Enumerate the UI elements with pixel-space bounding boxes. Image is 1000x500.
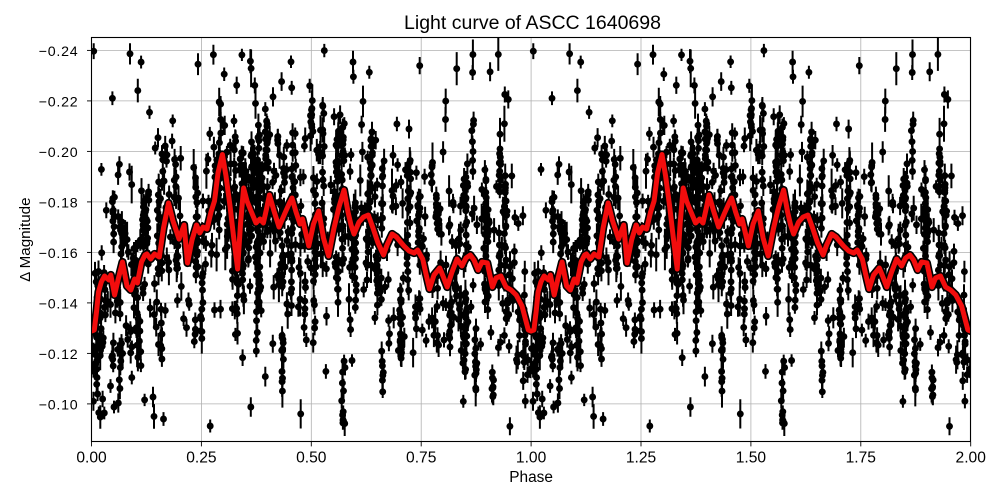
- svg-text:0.50: 0.50: [296, 450, 327, 467]
- svg-text:1.25: 1.25: [626, 450, 657, 467]
- svg-text:−0.24: −0.24: [39, 44, 79, 60]
- svg-text:−0.16: −0.16: [39, 246, 79, 262]
- svg-text:Δ Magnitude: Δ Magnitude: [17, 197, 34, 281]
- svg-text:−0.14: −0.14: [39, 297, 79, 313]
- svg-text:1.00: 1.00: [516, 450, 547, 467]
- svg-text:−0.20: −0.20: [39, 145, 79, 161]
- svg-text:Phase: Phase: [509, 469, 553, 486]
- svg-text:−0.10: −0.10: [39, 398, 79, 414]
- svg-text:Light curve of ASCC 1640698: Light curve of ASCC 1640698: [404, 12, 661, 34]
- svg-text:0.25: 0.25: [186, 450, 217, 467]
- svg-text:−0.12: −0.12: [39, 347, 79, 363]
- svg-text:1.50: 1.50: [736, 450, 767, 467]
- svg-text:−0.18: −0.18: [39, 196, 79, 212]
- svg-text:0.75: 0.75: [406, 450, 437, 467]
- svg-text:−0.22: −0.22: [39, 95, 79, 111]
- svg-text:2.00: 2.00: [956, 450, 987, 467]
- svg-text:0.00: 0.00: [76, 450, 107, 467]
- svg-text:1.75: 1.75: [846, 450, 877, 467]
